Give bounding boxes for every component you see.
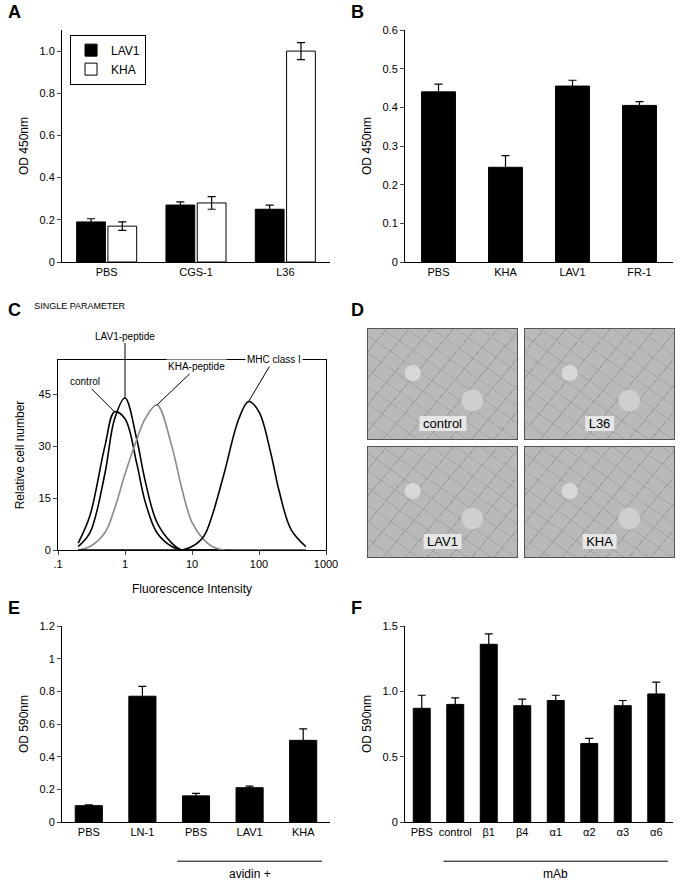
svg-text:0.8: 0.8 <box>40 87 55 99</box>
svg-text:0.5: 0.5 <box>383 751 398 763</box>
svg-text:1: 1 <box>122 558 128 570</box>
svg-text:PBS: PBS <box>185 826 207 838</box>
svg-text:OD 450nm: OD 450nm <box>17 117 31 175</box>
svg-text:mAb: mAb <box>543 867 568 881</box>
svg-text:α3: α3 <box>617 826 629 838</box>
svg-text:avidin +: avidin + <box>229 867 271 881</box>
svg-text:1.0: 1.0 <box>383 685 398 697</box>
svg-text:0.8: 0.8 <box>40 685 55 697</box>
svg-text:0.6: 0.6 <box>40 129 55 141</box>
svg-text:1.0: 1.0 <box>40 45 55 57</box>
svg-text:LAV1: LAV1 <box>237 826 263 838</box>
svg-text:45: 45 <box>39 388 51 400</box>
svg-text:β4: β4 <box>516 826 528 838</box>
svg-text:Fluorescence Intensity: Fluorescence Intensity <box>132 582 252 596</box>
html-text:C: C <box>8 300 21 320</box>
svg-text:control: control <box>439 826 472 838</box>
svg-text:PBS: PBS <box>411 826 433 838</box>
svg-text:β1: β1 <box>483 826 495 838</box>
svg-text:0: 0 <box>392 256 398 268</box>
svg-text:Relative cell number: Relative cell number <box>13 401 27 510</box>
svg-text:0.2: 0.2 <box>40 214 55 226</box>
svg-text:PBS: PBS <box>96 266 118 278</box>
svg-text:0: 0 <box>49 256 55 268</box>
svg-text:FR-1: FR-1 <box>627 266 651 278</box>
svg-text:0.3: 0.3 <box>383 140 398 152</box>
svg-text:OD 590nm: OD 590nm <box>360 695 374 753</box>
svg-text:0: 0 <box>49 816 55 828</box>
svg-text:0: 0 <box>45 544 51 556</box>
svg-text:α2: α2 <box>583 826 595 838</box>
svg-text:PBS: PBS <box>427 266 449 278</box>
svg-text:LAV1-peptide: LAV1-peptide <box>95 331 155 342</box>
svg-text:0.4: 0.4 <box>383 101 398 113</box>
svg-text:10: 10 <box>186 558 198 570</box>
html-text:LAV1: LAV1 <box>427 534 458 549</box>
svg-text:CGS-1: CGS-1 <box>179 266 213 278</box>
svg-text:1: 1 <box>49 653 55 665</box>
svg-text:.1: .1 <box>53 558 62 570</box>
html-text:F: F <box>351 598 362 618</box>
svg-text:0.6: 0.6 <box>40 718 55 730</box>
svg-text:1000: 1000 <box>314 558 338 570</box>
html-text:control: control <box>423 416 462 431</box>
svg-text:α1: α1 <box>550 826 562 838</box>
svg-text:MHC class I: MHC class I <box>247 354 301 365</box>
svg-text:30: 30 <box>39 440 51 452</box>
svg-text:SINGLE PARAMETER: SINGLE PARAMETER <box>34 301 125 311</box>
svg-text:L36: L36 <box>276 266 294 278</box>
svg-text:0.4: 0.4 <box>40 171 55 183</box>
svg-text:LN-1: LN-1 <box>130 826 154 838</box>
svg-text:15: 15 <box>39 492 51 504</box>
svg-text:0.2: 0.2 <box>383 179 398 191</box>
svg-text:KHA: KHA <box>292 826 315 838</box>
svg-text:OD 450nm: OD 450nm <box>360 117 374 175</box>
svg-text:LAV1: LAV1 <box>111 44 140 58</box>
svg-text:1.5: 1.5 <box>383 620 398 632</box>
html-text:D: D <box>351 300 364 320</box>
svg-text:0.4: 0.4 <box>40 751 55 763</box>
html-text:B: B <box>351 2 364 22</box>
svg-text:LAV1: LAV1 <box>559 266 585 278</box>
svg-text:100: 100 <box>250 558 268 570</box>
svg-text:0.6: 0.6 <box>383 24 398 36</box>
svg-text:control: control <box>70 376 100 387</box>
html-text:A: A <box>8 2 21 22</box>
svg-text:OD 590nm: OD 590nm <box>17 695 31 753</box>
svg-text:1.2: 1.2 <box>40 620 55 632</box>
html-text:E: E <box>8 598 20 618</box>
svg-text:0.5: 0.5 <box>383 63 398 75</box>
html-text:L36: L36 <box>588 416 611 431</box>
svg-text:KHA: KHA <box>111 63 136 77</box>
svg-text:PBS: PBS <box>78 826 100 838</box>
svg-text:0.1: 0.1 <box>383 217 398 229</box>
svg-text:0: 0 <box>392 816 398 828</box>
svg-text:KHA: KHA <box>494 266 517 278</box>
svg-text:KHA-peptide: KHA-peptide <box>168 361 225 372</box>
svg-text:α6: α6 <box>650 826 662 838</box>
html-text:KHA: KHA <box>586 534 613 549</box>
svg-text:0.2: 0.2 <box>40 783 55 795</box>
